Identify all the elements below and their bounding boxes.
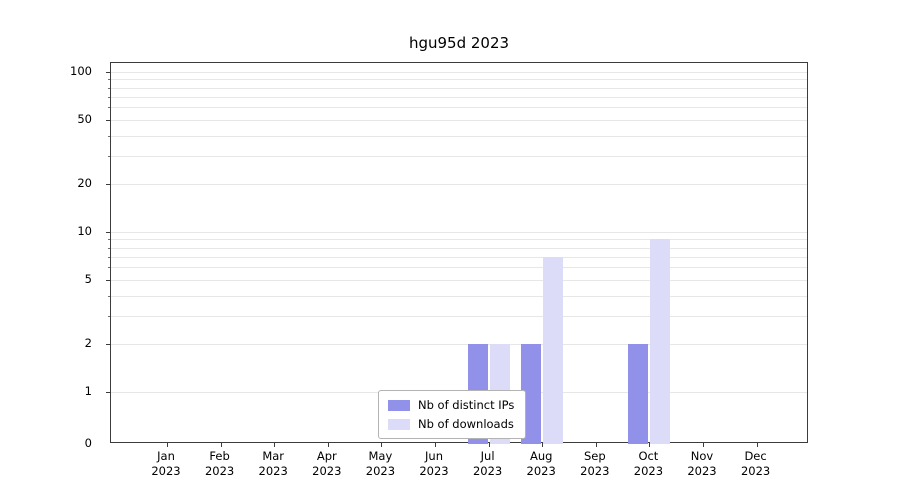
x-tick-label: Oct 2023 bbox=[633, 449, 664, 478]
gridline bbox=[111, 155, 807, 157]
legend-item-downloads: Nb of downloads bbox=[388, 417, 514, 431]
x-tick-mark bbox=[274, 443, 276, 447]
y-tick-mark bbox=[108, 87, 110, 89]
y-tick-mark bbox=[106, 280, 110, 282]
y-tick-mark bbox=[106, 183, 110, 185]
x-tick-mark bbox=[381, 443, 383, 447]
gridline bbox=[111, 183, 807, 185]
x-tick-label: May 2023 bbox=[365, 449, 396, 478]
x-tick-mark bbox=[488, 443, 490, 447]
legend-label-distinct-ips: Nb of distinct IPs bbox=[418, 398, 515, 412]
y-tick-mark bbox=[108, 135, 110, 137]
x-tick-mark bbox=[595, 443, 597, 447]
gridline bbox=[111, 315, 807, 317]
legend-swatch-distinct-ips bbox=[388, 399, 410, 411]
x-tick-label: Aug 2023 bbox=[526, 449, 556, 478]
gridline bbox=[111, 247, 807, 249]
gridline bbox=[111, 107, 807, 109]
x-tick-mark bbox=[542, 443, 544, 447]
y-tick-mark bbox=[108, 267, 110, 269]
y-tick-mark bbox=[106, 343, 110, 345]
y-tick-label: 5 bbox=[84, 272, 92, 287]
y-tick-mark bbox=[108, 79, 110, 81]
y-tick-label: 0 bbox=[84, 436, 92, 450]
legend-label-downloads: Nb of downloads bbox=[418, 417, 514, 431]
gridline bbox=[111, 96, 807, 98]
x-tick-label: Dec 2023 bbox=[740, 449, 771, 478]
x-tick-mark bbox=[327, 443, 329, 447]
gridline bbox=[111, 232, 807, 233]
x-tick-label: Jul 2023 bbox=[472, 449, 503, 478]
x-tick-mark bbox=[167, 443, 168, 447]
y-tick-mark bbox=[108, 96, 110, 98]
x-axis: Jan 2023 Feb 2023 Mar 2023 Apr 2023 May 2023 Jun 20… bbox=[110, 449, 808, 485]
gridline bbox=[111, 72, 807, 73]
y-tick-mark bbox=[108, 239, 110, 241]
x-tick-label: Jun 2023 bbox=[419, 449, 449, 478]
gridline bbox=[111, 120, 807, 122]
y-tick-label: 1 bbox=[84, 384, 92, 398]
x-tick-mark bbox=[220, 443, 222, 447]
gridline bbox=[111, 280, 807, 282]
y-tick-mark bbox=[108, 315, 110, 317]
x-tick-label: Apr 2023 bbox=[312, 449, 342, 478]
x-tick-mark bbox=[435, 443, 436, 447]
x-tick-label: Nov 2023 bbox=[687, 449, 717, 478]
y-tick-mark bbox=[108, 155, 110, 157]
gridline bbox=[111, 295, 807, 297]
x-tick-label: Feb 2023 bbox=[204, 449, 235, 478]
y-tick-mark bbox=[108, 247, 110, 249]
gridline bbox=[111, 239, 807, 241]
gridline bbox=[111, 343, 807, 345]
legend-swatch-downloads bbox=[388, 418, 410, 430]
bar-downloads bbox=[543, 256, 564, 444]
y-tick-label: 100 bbox=[70, 64, 92, 78]
y-tick-mark bbox=[106, 72, 110, 73]
y-tick-label: 2 bbox=[84, 335, 92, 350]
gridline bbox=[111, 135, 807, 137]
y-tick-mark bbox=[108, 256, 110, 258]
x-tick-label: Sep 2023 bbox=[580, 449, 610, 478]
x-tick-mark bbox=[649, 443, 651, 447]
bar-distinct-ips bbox=[628, 343, 649, 444]
legend-item-distinct-ips: Nb of distinct IPs bbox=[388, 398, 514, 412]
bar-distinct-ips bbox=[521, 343, 542, 444]
bar-downloads bbox=[650, 239, 671, 444]
x-tick-label: Mar 2023 bbox=[258, 449, 288, 478]
y-tick-mark bbox=[106, 120, 110, 122]
y-tick-mark bbox=[106, 392, 110, 393]
x-tick-mark bbox=[703, 443, 704, 447]
y-axis: 0 1 2 5 10 20 50 100 bbox=[0, 62, 100, 450]
x-tick-label: Jan 2023 bbox=[151, 449, 181, 478]
gridline bbox=[111, 79, 807, 81]
chart-title: hgu95d 2023 bbox=[408, 34, 510, 52]
y-tick-label: 20 bbox=[77, 175, 92, 190]
plot-area bbox=[106, 62, 808, 447]
y-tick-label: 50 bbox=[77, 112, 92, 127]
y-tick-mark bbox=[106, 232, 110, 233]
gridline bbox=[111, 256, 807, 258]
x-tick-mark bbox=[756, 443, 758, 447]
y-tick-label: 10 bbox=[77, 224, 92, 238]
y-tick-mark bbox=[108, 107, 110, 109]
y-tick-mark bbox=[108, 295, 110, 297]
gridline bbox=[111, 267, 807, 269]
legend: Nb of distinct IPs Nb of downloads bbox=[378, 390, 527, 439]
gridline bbox=[111, 87, 807, 89]
